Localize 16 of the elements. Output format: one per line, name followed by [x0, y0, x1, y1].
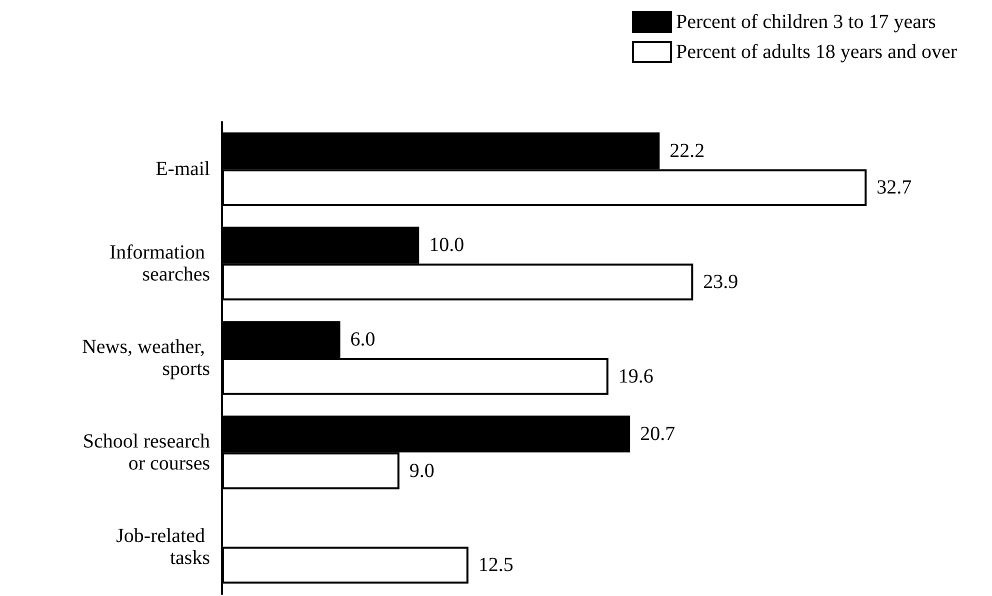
y-tick-label: News, weather, sports	[82, 336, 210, 380]
data-label: 32.7	[876, 176, 912, 199]
data-label: 19.6	[618, 365, 654, 388]
y-tick-label: School research or courses	[82, 430, 210, 474]
data-label: 6.0	[350, 328, 376, 351]
data-label: 9.0	[409, 460, 434, 482]
legend-label: Percent of children 3 to 17 years	[676, 11, 936, 33]
data-label: 22.2	[670, 140, 705, 162]
data-label: 12.5	[478, 554, 514, 576]
legend-label: Percent of adults 18 years and over	[676, 41, 958, 63]
data-label: 23.9	[703, 271, 738, 294]
data-label: 20.7	[640, 422, 676, 445]
data-label: 10.0	[429, 234, 464, 256]
y-tick-label: Job-related tasks	[116, 524, 210, 569]
y-tick-label: E-mail	[156, 158, 210, 180]
y-tick-label: Information searches	[109, 242, 210, 286]
